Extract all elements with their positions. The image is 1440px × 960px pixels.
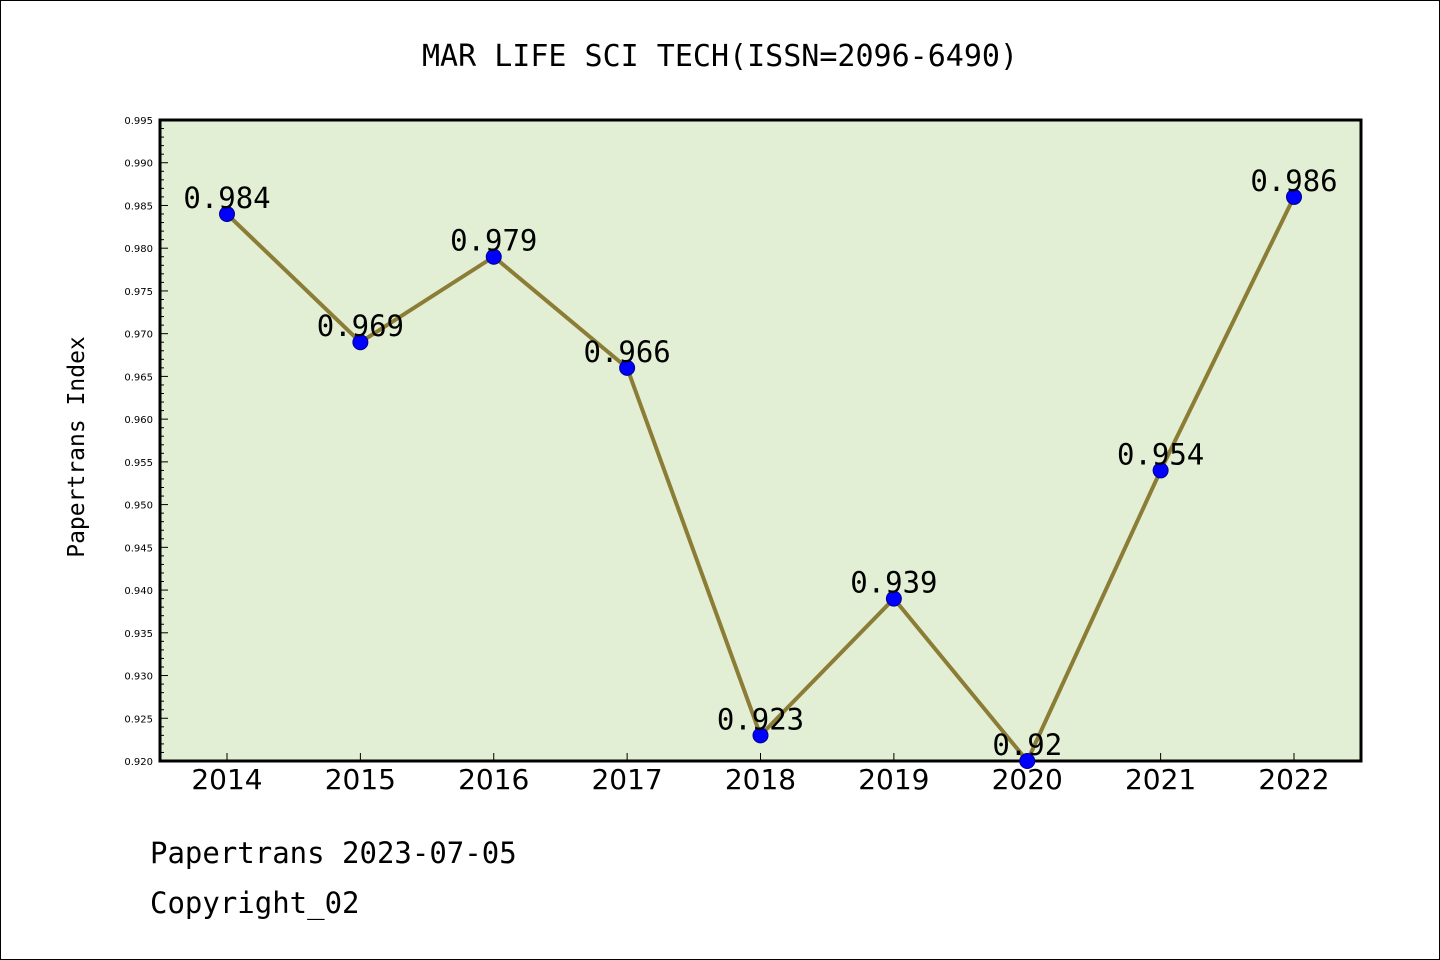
- y-tick-label: 0.955: [124, 458, 153, 469]
- chart-title: MAR LIFE SCI TECH(ISSN=2096-6490): [422, 39, 1018, 74]
- y-tick-label: 0.990: [124, 159, 153, 170]
- x-tick-label: 2015: [325, 763, 396, 796]
- x-tick-label: 2014: [191, 763, 262, 796]
- data-point: [352, 334, 369, 351]
- data-label: 0.923: [717, 702, 804, 736]
- y-tick-label: 0.920: [124, 757, 153, 768]
- data-label: 0.984: [183, 181, 270, 215]
- data-label: 0.954: [1117, 437, 1204, 471]
- data-point: [1286, 188, 1302, 205]
- data-point: [885, 590, 902, 607]
- x-tick-label: 2018: [725, 763, 796, 796]
- x-tick-label: 2022: [1258, 763, 1329, 796]
- plot-area: [158, 118, 1363, 763]
- y-tick-label: 0.980: [124, 244, 153, 255]
- y-tick-label: 0.935: [124, 629, 153, 640]
- x-tick-label: 2017: [591, 763, 662, 796]
- footer-date: Papertrans 2023-07-05: [150, 836, 517, 870]
- data-point: [1152, 462, 1169, 479]
- x-tick-label: 2019: [858, 763, 929, 796]
- data-label: 0.939: [850, 566, 937, 600]
- data-label: 0.969: [317, 309, 404, 343]
- data-point: [219, 206, 235, 223]
- data-label: 0.966: [583, 335, 670, 369]
- footer-copyright: Copyright_02: [150, 886, 360, 920]
- y-tick-label: 0.960: [124, 415, 153, 426]
- y-tick-label: 0.950: [124, 501, 153, 512]
- data-label: 0.92: [992, 728, 1062, 762]
- data-label: 0.979: [450, 224, 537, 258]
- x-tick-label: 2016: [458, 763, 529, 796]
- y-tick-label: 0.925: [124, 714, 153, 725]
- data-label: 0.986: [1250, 164, 1337, 198]
- y-tick-label: 0.975: [124, 287, 153, 298]
- data-point: [485, 248, 502, 265]
- y-tick-label: 0.930: [124, 672, 153, 683]
- y-tick-label: 0.970: [124, 330, 153, 341]
- series-markers: [219, 188, 1302, 769]
- data-labels: 0.984 0.969 0.979 0.966 0.923 0.939 0.92 0.954 0…: [183, 164, 1337, 762]
- x-axis-ticks: 2014 2015 2016 2017 2018 2019 2020 2021 2022: [191, 753, 1330, 796]
- y-axis-ticks: 0.920 0.925 0.930 0.935 0.940 0.945 0.950 0.955…: [124, 116, 168, 768]
- y-tick-label: 0.985: [124, 201, 153, 212]
- y-tick-label: 0.945: [124, 543, 153, 554]
- y-axis-label: Papertrans Index: [64, 336, 90, 558]
- data-point: [619, 359, 636, 376]
- y-tick-label: 0.940: [124, 586, 153, 597]
- y-tick-label: 0.965: [124, 372, 153, 383]
- data-point: [1019, 753, 1036, 769]
- y-tick-label: 0.995: [124, 116, 153, 127]
- data-point: [752, 727, 769, 744]
- x-tick-label: 2021: [1125, 763, 1196, 796]
